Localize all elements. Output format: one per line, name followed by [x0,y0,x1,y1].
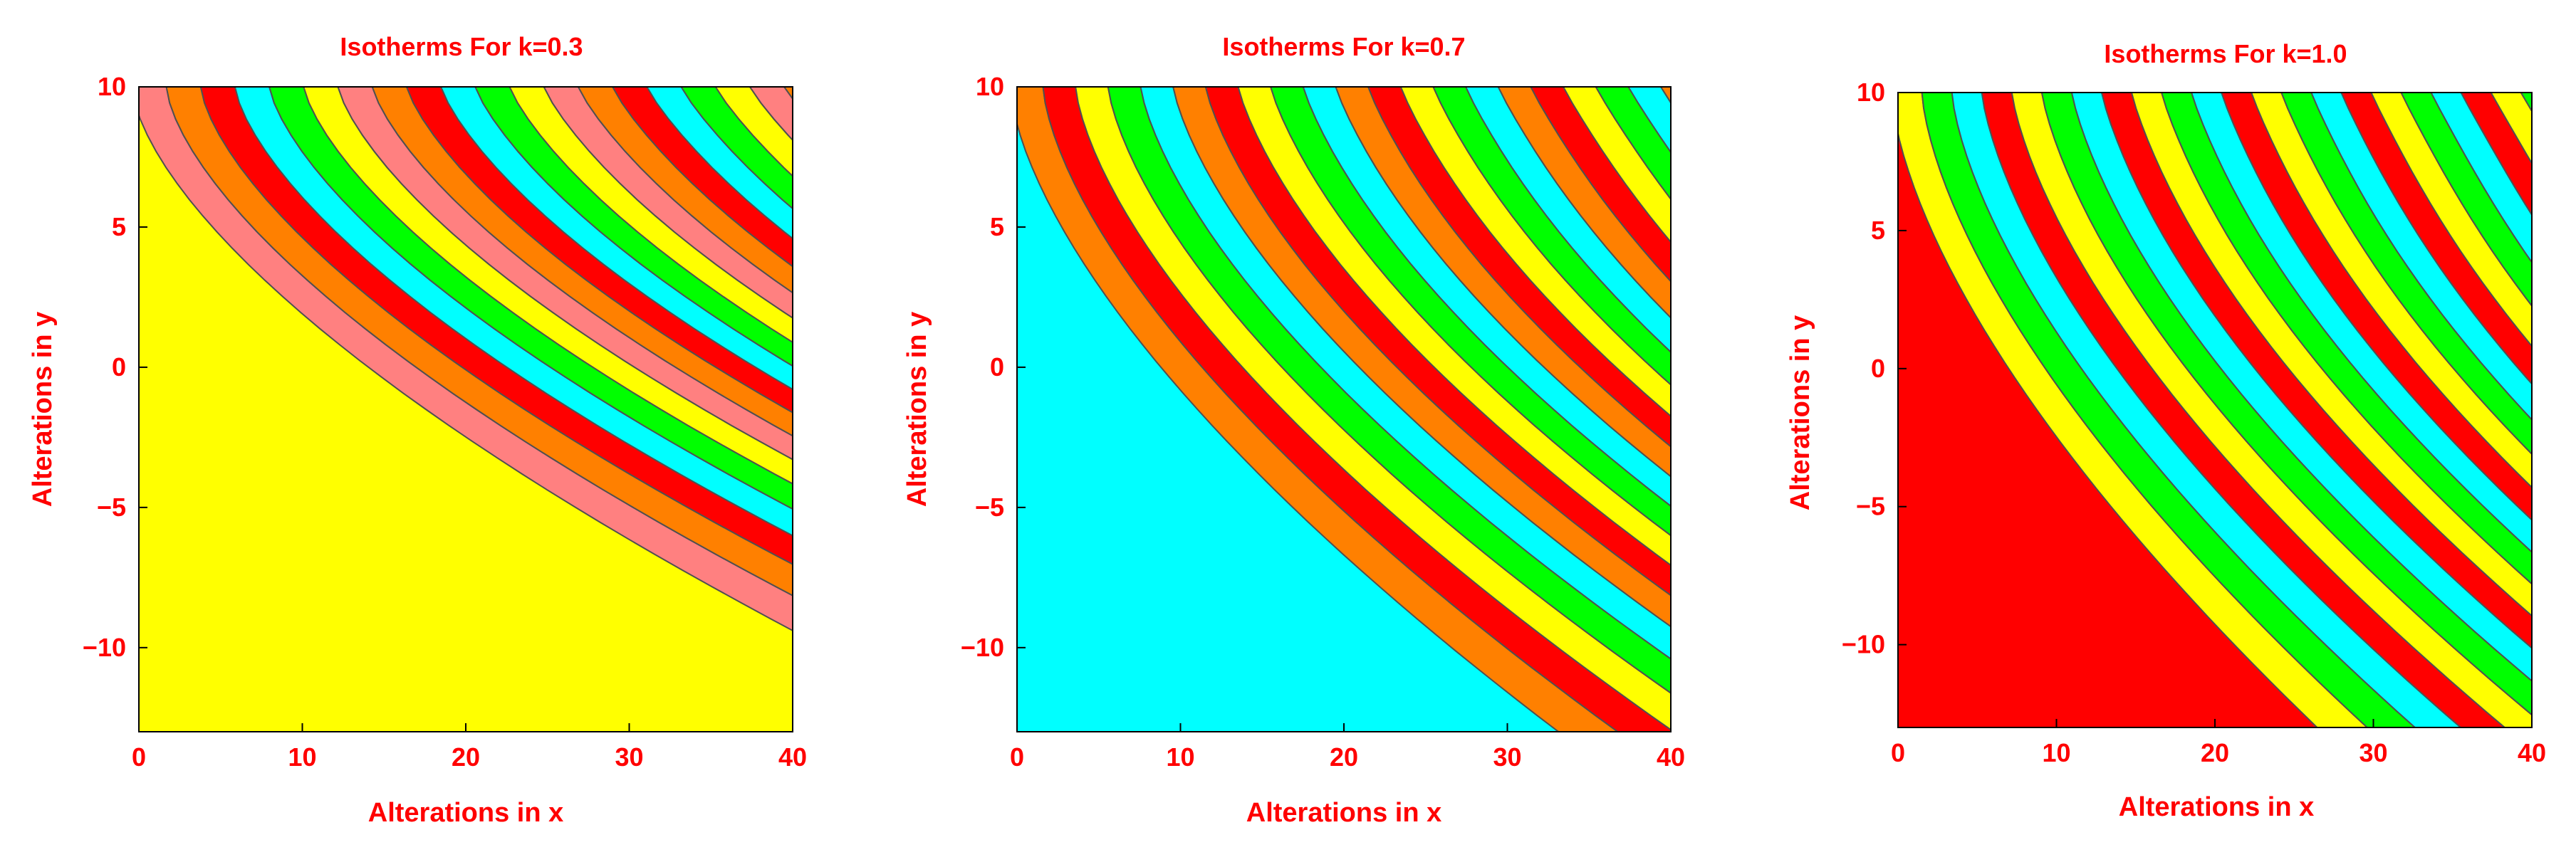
chart-panel-k03: Isotherms For k=0.3 0 10 20 30 40 10 5 0 −5 −10 A… [28,32,807,828]
y-tick-label: 10 [1857,78,1885,107]
contour-bands [139,87,793,732]
x-tick-label: 30 [1493,742,1521,772]
chart-panel-k07: Isotherms For k=0.7 0 10 20 30 40 10 5 0 −5 −10 A… [902,32,1685,828]
y-tick-label: 10 [976,72,1004,101]
y-axis-label: Alterations in y [1785,315,1815,511]
y-tick-label: −5 [1856,492,1885,521]
x-tick-label: 10 [1166,742,1194,772]
contour-band [714,87,793,177]
y-tick-label: −10 [1842,630,1885,659]
contour-band [2430,93,2532,264]
x-tick-label: 40 [778,742,807,772]
y-tick-label: 10 [98,72,126,101]
x-tick-label: 0 [132,742,146,772]
chart-panel-k10: Isotherms For k=1.0 0 10 20 30 40 10 5 0 −5 −10 A… [1785,39,2576,822]
contour-band [2400,93,2532,308]
contour-band [783,87,793,100]
contour-bands [1017,87,1671,732]
contour-band [749,87,793,142]
contour-band [2490,93,2532,165]
contour-plot-area: 0 10 20 30 40 10 5 0 −5 −10 [1842,78,2576,767]
contour-band [2460,93,2532,216]
y-tick-label: −5 [97,493,126,522]
contour-band [1898,93,2317,727]
x-axis-label: Alterations in x [368,798,564,828]
x-tick-label: 30 [615,742,643,772]
contour-band [646,87,793,240]
contour-band [2551,93,2576,727]
x-tick-label: 0 [1891,738,1905,767]
y-tick-label: 5 [990,212,1004,241]
contour-band [1017,87,1559,732]
x-tick-label: 40 [1657,742,1685,772]
y-tick-label: −5 [975,493,1004,522]
y-tick-label: 5 [112,212,126,241]
x-tick-label: 40 [2518,738,2546,767]
y-tick-label: 5 [1871,216,1885,245]
x-axis-label: Alterations in x [1246,798,1442,828]
y-tick-label: 0 [990,352,1004,382]
x-tick-label: 20 [452,742,480,772]
contour-bands [1898,93,2576,727]
contour-band [1627,87,1671,154]
x-tick-label: 20 [2201,738,2229,767]
contour-band [1530,87,1671,283]
y-axis-label: Alterations in y [902,312,932,508]
contour-band [680,87,793,210]
chart-title: Isotherms For k=1.0 [2104,39,2347,68]
y-tick-label: −10 [961,633,1004,662]
contour-band [577,87,793,294]
contour-band [1497,87,1671,319]
y-tick-label: 0 [1871,354,1885,383]
contour-band [1595,87,1671,201]
x-tick-label: 0 [1010,742,1024,772]
contour-plot-area: 0 10 20 30 40 10 5 0 −5 −10 [961,72,1685,772]
x-tick-label: 30 [2359,738,2387,767]
contour-band [139,87,793,732]
x-tick-label: 10 [2042,738,2070,767]
y-tick-label: −10 [83,633,126,662]
contour-plot-area: 0 10 20 30 40 10 5 0 −5 −10 [83,72,807,772]
x-tick-label: 10 [288,742,316,772]
contour-band [611,87,793,268]
chart-title: Isotherms For k=0.7 [1222,32,1465,61]
chart-title: Isotherms For k=0.3 [340,32,583,61]
contour-band [1562,87,1671,243]
x-axis-label: Alterations in x [2119,792,2315,822]
y-tick-label: 0 [112,352,126,382]
contour-band [2520,93,2532,112]
contour-band [1659,87,1671,105]
y-axis-label: Alterations in y [28,312,58,508]
x-tick-label: 20 [1330,742,1358,772]
